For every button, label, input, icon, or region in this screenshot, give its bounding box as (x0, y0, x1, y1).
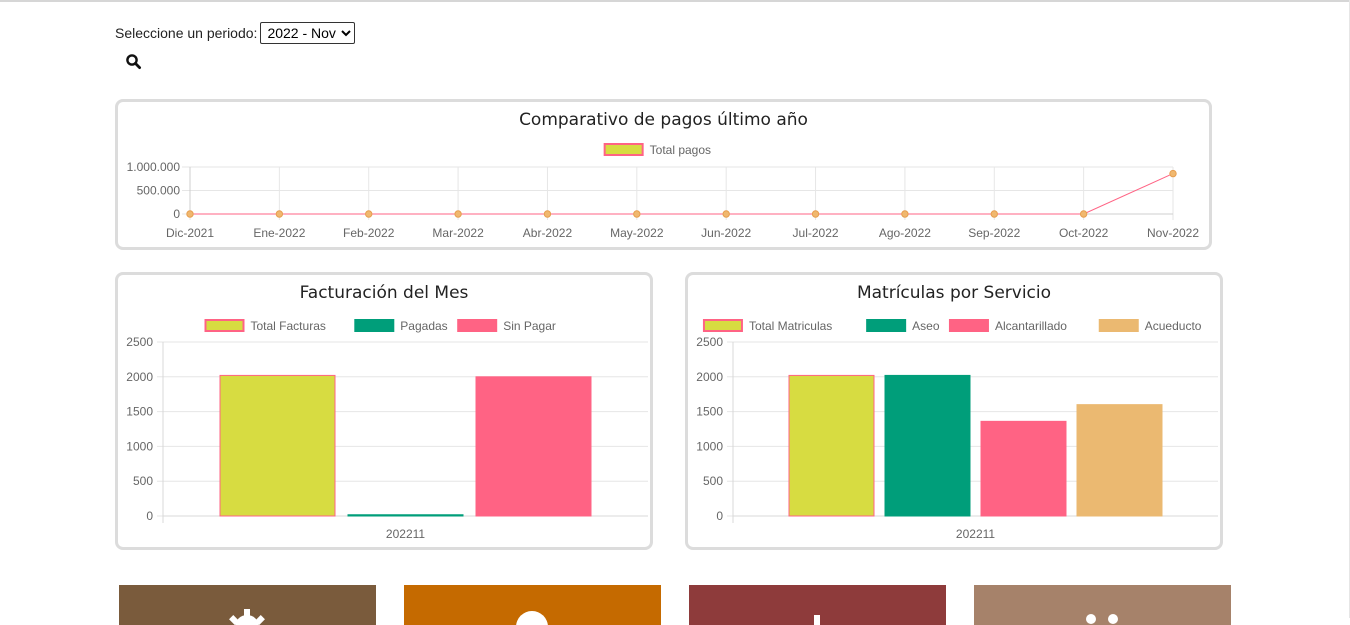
payments-y-tick: 1.000.000 (127, 160, 181, 174)
invoice-y-tick: 0 (146, 509, 153, 523)
invoice-legend-label: Total Facturas (251, 319, 326, 333)
invoice-legend-swatch (204, 319, 245, 332)
pin-icon (814, 615, 820, 625)
enrollment-y-tick: 1000 (696, 439, 723, 453)
payments-x-tick: Feb-2022 (343, 226, 395, 240)
invoice-y-tick: 1500 (126, 405, 153, 419)
payments-point (365, 210, 373, 218)
enrollment-chart-card: Matrículas por Servicio Total Matriculas… (685, 272, 1223, 550)
payments-point (1079, 210, 1088, 218)
tile-3[interactable] (689, 585, 946, 625)
enrollment-legend-label: Total Matriculas (749, 319, 832, 333)
enrollment-bar (980, 420, 1067, 517)
enrollment-bar (884, 374, 971, 517)
enrollment-bar (1076, 404, 1163, 517)
invoice-legend-label: Sin Pagar (503, 319, 556, 333)
invoice-bar (475, 376, 592, 517)
enrollment-y-tick: 2000 (696, 370, 723, 384)
payments-point (275, 210, 284, 218)
period-label: Seleccione un periodo: (115, 25, 258, 41)
invoice-y-tick: 2000 (126, 370, 153, 384)
invoice-legend-label: Pagadas (400, 319, 447, 333)
payments-point (633, 210, 641, 218)
enrollment-chart-title: Matrículas por Servicio (856, 283, 1052, 303)
invoice-bar (347, 514, 464, 517)
payments-x-tick: Jun-2022 (701, 226, 751, 240)
enrollment-y-tick: 2500 (696, 335, 723, 349)
payments-y-tick: 500.000 (137, 184, 181, 198)
tile-2[interactable] (404, 585, 661, 625)
top-border (0, 0, 1350, 2)
period-select[interactable]: 2022 - Nov (260, 22, 356, 44)
tile-1[interactable] (119, 585, 376, 625)
circle-icon (516, 611, 548, 625)
enrollment-legend-swatch (866, 319, 907, 332)
payments-x-tick: Nov-2022 (1147, 226, 1199, 240)
search-button[interactable] (124, 52, 144, 72)
payments-point (186, 210, 194, 218)
invoice-y-tick: 500 (133, 474, 153, 488)
payments-point (543, 210, 552, 218)
payments-x-tick: Dic-2021 (166, 226, 214, 240)
gear-icon (229, 609, 265, 625)
payments-x-tick: Ene-2022 (253, 226, 305, 240)
period-selector: Seleccione un periodo: 2022 - Nov (115, 22, 356, 44)
invoice-x-tick: 202211 (386, 527, 425, 541)
enrollment-legend-swatch (1098, 319, 1139, 332)
payments-x-tick: Mar-2022 (432, 226, 484, 240)
payments-point (811, 210, 820, 218)
payments-chart-title: Comparativo de pagos último año (519, 110, 808, 130)
payments-point (1169, 169, 1177, 178)
payments-y-tick: 0 (173, 207, 180, 221)
invoice-bar (219, 374, 336, 517)
invoice-chart: Total Facturas Pagadas Sin Pagar 0 500 1000 15… (126, 319, 648, 541)
payments-point (722, 210, 730, 218)
invoice-y-tick: 1000 (126, 439, 153, 453)
payments-x-tick: Ago-2022 (879, 226, 931, 240)
search-icon (126, 54, 142, 70)
payments-x-tick: Oct-2022 (1059, 226, 1109, 240)
payments-point (901, 210, 909, 218)
payments-legend-label: Total pagos (650, 143, 711, 157)
payments-chart: Total pagos 0 500.000 1.000.000 Dic-2021 Ene-… (127, 143, 1199, 240)
payments-x-tick: Abr-2022 (523, 226, 573, 240)
enrollment-bar (788, 374, 875, 517)
payments-x-tick: Jul-2022 (793, 226, 839, 240)
invoice-y-tick: 2500 (126, 335, 153, 349)
payments-point (990, 210, 998, 218)
enrollment-legend-label: Alcantarillado (995, 319, 1067, 333)
enrollment-y-tick: 1500 (696, 405, 723, 419)
invoice-chart-title: Facturación del Mes (299, 283, 469, 303)
enrollment-legend-swatch (702, 319, 743, 332)
payments-series-line (190, 173, 1174, 215)
enrollment-chart: Total Matriculas Aseo Alcantarillado Acuedu… (696, 319, 1218, 541)
enrollment-y-tick: 500 (703, 474, 723, 488)
payments-legend-swatch (603, 143, 644, 156)
enrollment-x-tick: 202211 (956, 527, 995, 541)
enrollment-legend-label: Acueducto (1145, 319, 1202, 333)
tile-4[interactable] (974, 585, 1231, 625)
payments-x-tick: May-2022 (610, 226, 664, 240)
invoice-legend-swatch (354, 319, 395, 332)
invoice-legend-swatch (457, 319, 498, 332)
payments-chart-card: Comparativo de pagos último año Total pa… (115, 99, 1212, 250)
enrollment-legend-label: Aseo (912, 319, 940, 333)
enrollment-legend-swatch (948, 319, 989, 332)
payments-point (454, 210, 462, 218)
payments-x-tick: Sep-2022 (968, 226, 1020, 240)
invoice-chart-card: Facturación del Mes Total Facturas Pagada… (115, 272, 653, 550)
enrollment-y-tick: 0 (716, 509, 723, 523)
users-icon (1086, 614, 1118, 624)
